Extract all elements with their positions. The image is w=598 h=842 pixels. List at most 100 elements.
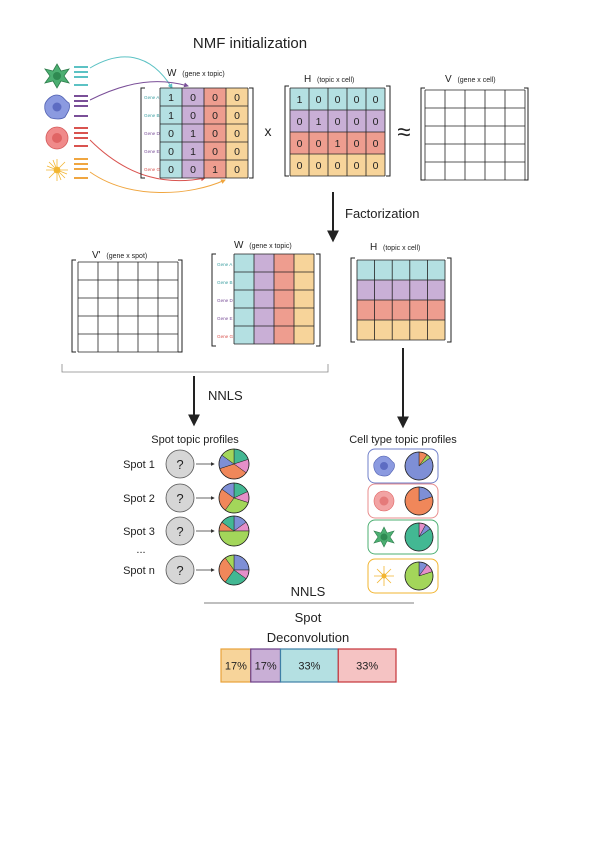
- w-value: 0: [234, 92, 240, 104]
- spot-pie: [218, 554, 250, 586]
- w-label-main: W: [167, 68, 177, 79]
- cell-nucleus: [379, 496, 389, 506]
- vprime-w-bracket: [61, 364, 329, 373]
- pink-cell-icon: [45, 126, 69, 150]
- w-value: 0: [190, 110, 196, 122]
- unknown-symbol: ?: [176, 491, 183, 506]
- h-value: 0: [335, 160, 341, 172]
- h-value: 0: [373, 116, 379, 128]
- w-value: 0: [212, 92, 218, 104]
- h2-grid-lines: [356, 259, 446, 341]
- w-value: 0: [234, 110, 240, 122]
- h-value: 0: [297, 138, 303, 150]
- pie-outline: [404, 561, 434, 591]
- h-grid-lines: [289, 87, 386, 177]
- celltype-pie: [404, 451, 434, 481]
- deconvolution-result-bar: 17% 17% 33% 33%: [220, 648, 397, 683]
- w-gene-label: Gene A: [144, 95, 160, 100]
- v-label-main: V: [445, 74, 452, 85]
- h-value: 1: [335, 138, 341, 150]
- spot-label: Spot 3: [123, 526, 155, 538]
- spot-label: Spot 2: [123, 493, 155, 505]
- w2-label-main: W: [234, 240, 244, 251]
- v-grid-lines: [424, 89, 526, 181]
- w-gene-label: Gene B: [144, 113, 160, 118]
- w-value: 0: [168, 146, 174, 158]
- w-value: 0: [212, 110, 218, 122]
- result-percent-label: 17%: [225, 661, 247, 673]
- h-value: 0: [335, 94, 341, 106]
- result-percent-label: 33%: [356, 661, 378, 673]
- blue-cell-icon: [373, 455, 395, 477]
- spot-label: Spot: [295, 610, 322, 625]
- v-label: V (gene x cell): [445, 74, 496, 85]
- result-segment: [337, 648, 397, 683]
- w2-label: W (gene x topic): [234, 240, 292, 251]
- celltype-profiles-title: Cell type topic profiles: [349, 434, 457, 446]
- spot-label: Spot n: [123, 565, 155, 577]
- w-value: 0: [234, 128, 240, 140]
- unknown-circle: [165, 483, 195, 513]
- result-percent-label: 33%: [298, 661, 320, 673]
- h-value: 0: [373, 160, 379, 172]
- w-value: 0: [212, 128, 218, 140]
- pie-outline: [218, 448, 250, 480]
- gene-list-stubs: [74, 66, 88, 179]
- w-gene-labels: Gene A Gene B Gene D Gene E Gene G: [144, 95, 161, 172]
- w2-gene-label: Gene A: [217, 262, 233, 267]
- w-value: 0: [168, 128, 174, 140]
- nnls-label-1: NNLS: [208, 388, 243, 403]
- pink-cell-icon: [373, 490, 395, 512]
- h-value: 0: [297, 160, 303, 172]
- w2-gene-label: Gene E: [217, 316, 233, 321]
- h-value: 0: [373, 138, 379, 150]
- nnls-label-2: NNLS: [291, 584, 326, 599]
- spot-pie: [218, 448, 250, 480]
- cell-nucleus: [380, 462, 388, 470]
- spot-pie: [218, 515, 250, 547]
- green-cell-icon: [44, 63, 70, 89]
- v-matrix: V (gene x cell): [420, 74, 529, 181]
- yellow-cell-icon: [374, 566, 394, 586]
- spot-rows: Spot 1 ? Spot 2 ? Spot 3 ? Spot n?: [123, 448, 250, 586]
- h-label-main: H: [304, 74, 311, 85]
- celltype-pie: [404, 522, 434, 552]
- pie-outline: [404, 486, 434, 516]
- h-value: 0: [297, 116, 303, 128]
- teal-arrow: [89, 56, 173, 89]
- w-value: 1: [190, 128, 196, 140]
- unknown-symbol: ?: [176, 524, 183, 539]
- w-label: W (gene x topic): [167, 68, 225, 79]
- v-label-sub: (gene x cell): [457, 77, 495, 84]
- w2-label-sub: (gene x topic): [249, 243, 291, 250]
- unknown-symbol: ?: [176, 457, 183, 472]
- pie-outline: [404, 522, 434, 552]
- w2-grid-lines: [233, 253, 315, 345]
- pie-outline: [218, 515, 250, 547]
- h-value: 0: [335, 116, 341, 128]
- w-value: 0: [168, 164, 174, 176]
- result-percent-label: 17%: [255, 661, 277, 673]
- v-prime-grid-lines: [77, 261, 179, 353]
- multiply-symbol: x: [265, 123, 272, 139]
- cell-nucleus: [381, 573, 387, 579]
- h2-label-sub: (topic x cell): [383, 245, 420, 252]
- v-prime-label-main: V': [92, 250, 101, 261]
- h-value: 0: [354, 138, 360, 150]
- w-value: 0: [190, 164, 196, 176]
- w-value: 0: [234, 164, 240, 176]
- h-value: 0: [354, 160, 360, 172]
- h-value: 1: [297, 94, 303, 106]
- w-value: 1: [190, 146, 196, 158]
- h-value: 0: [316, 138, 322, 150]
- h-value: 0: [354, 116, 360, 128]
- h-value: 0: [354, 94, 360, 106]
- h2-label: H (topic x cell): [370, 242, 420, 253]
- spot-label: Spot 1: [123, 459, 155, 471]
- unknown-circle: [165, 555, 195, 585]
- blue-cell-icon: [44, 94, 70, 120]
- spot-profiles-title: Spot topic profiles: [151, 434, 239, 446]
- h2-matrix: H (topic x cell): [350, 242, 452, 343]
- unknown-symbol: ?: [176, 563, 183, 578]
